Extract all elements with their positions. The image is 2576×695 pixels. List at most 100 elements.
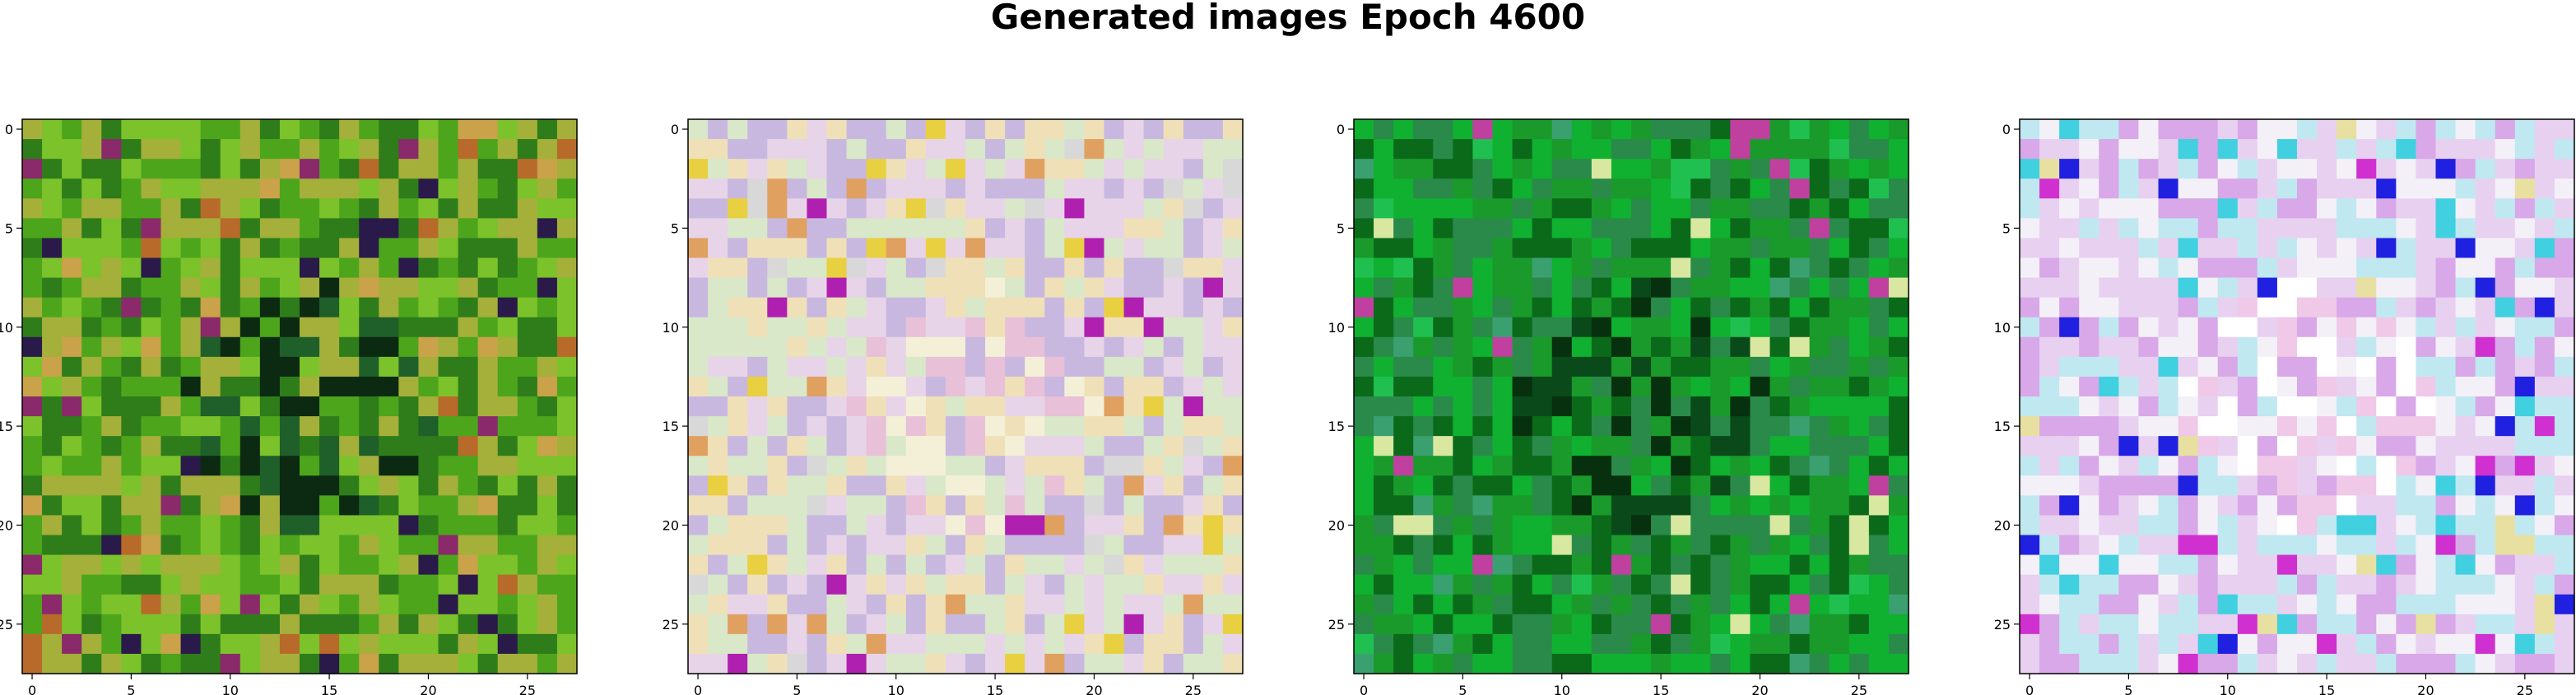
pixel (458, 396, 479, 417)
pixel (1512, 475, 1533, 496)
pixel (945, 119, 966, 140)
pixel (1433, 594, 1453, 615)
pixel (1005, 159, 1025, 179)
pixel (1025, 495, 1045, 517)
pixel (2059, 396, 2080, 417)
pixel (239, 475, 261, 496)
pixel (2197, 416, 2219, 437)
pixel (259, 238, 281, 259)
pixel (1025, 218, 1045, 239)
pixel (2435, 119, 2457, 140)
pixel (1183, 297, 1204, 318)
pixel (2178, 198, 2199, 219)
pixel (160, 356, 182, 378)
pixel (2039, 178, 2060, 199)
pixel (1123, 614, 1145, 635)
pixel (886, 178, 907, 199)
pixel (728, 436, 748, 456)
pixel (300, 436, 320, 456)
pixel (787, 178, 808, 199)
pixel (1084, 475, 1105, 496)
pixel (1551, 356, 1573, 378)
pixel (1374, 297, 1394, 318)
pixel (1532, 336, 1553, 358)
pixel (1123, 574, 1145, 595)
y-tick-label: 10 (1328, 320, 1345, 336)
pixel (688, 139, 709, 160)
pixel (1005, 376, 1025, 397)
pixel (1393, 475, 1414, 496)
pixel (1848, 317, 1870, 338)
pixel (379, 475, 399, 496)
pixel (121, 396, 142, 417)
pixel (688, 436, 709, 456)
pixel (2079, 653, 2099, 674)
pixel (846, 218, 867, 239)
pixel (2276, 456, 2298, 476)
pixel (2435, 554, 2457, 576)
pixel (259, 336, 281, 358)
pixel (1651, 198, 1672, 219)
pixel (728, 277, 748, 299)
pixel (259, 475, 281, 496)
pixel (1374, 238, 1394, 259)
pixel (2079, 317, 2099, 338)
pixel (2178, 495, 2199, 517)
pixel (886, 495, 907, 517)
pixel (458, 159, 479, 179)
pixel (339, 159, 360, 179)
pixel (767, 277, 788, 299)
pixel (2099, 416, 2119, 437)
pixel (1044, 356, 1065, 378)
pixel (200, 356, 221, 378)
pixel (708, 257, 728, 279)
pixel (339, 456, 360, 476)
pixel (1532, 356, 1553, 378)
pixel (556, 356, 578, 378)
pixel (787, 257, 808, 279)
pixel (886, 653, 907, 674)
pixel (220, 376, 241, 397)
pixel (180, 614, 202, 635)
pixel (1044, 574, 1065, 595)
pixel (1512, 139, 1533, 160)
pixel (1532, 535, 1553, 556)
pixel (886, 277, 907, 299)
pixel (1551, 178, 1573, 199)
pixel (1143, 139, 1165, 160)
pixel (200, 238, 221, 259)
pixel (22, 574, 43, 595)
pixel (2337, 119, 2357, 140)
pixel (1163, 119, 1184, 140)
pixel (497, 574, 518, 595)
pixel (2079, 119, 2099, 140)
pixel (1433, 198, 1453, 219)
pixel (728, 535, 748, 556)
pixel (81, 614, 102, 635)
pixel (239, 238, 261, 259)
pixel (905, 653, 927, 674)
pixel (1374, 396, 1394, 417)
pixel (1183, 257, 1204, 279)
pixel (1183, 633, 1204, 655)
pixel (1472, 594, 1494, 615)
pixel (2435, 159, 2457, 179)
pixel (339, 535, 360, 556)
pixel (1611, 535, 1632, 556)
pixel (438, 297, 459, 318)
pixel (2416, 653, 2437, 674)
pixel (2158, 396, 2179, 417)
pixel (180, 238, 202, 259)
pixel (2197, 159, 2219, 179)
pixel (2237, 554, 2258, 576)
pixel (1354, 574, 1374, 595)
pixel (2020, 535, 2040, 556)
pixel (965, 356, 986, 378)
pixel (22, 119, 43, 140)
pixel (1750, 456, 1771, 476)
pixel (2396, 495, 2417, 517)
pixel (279, 159, 300, 179)
pixel (2475, 376, 2496, 397)
pixel (985, 653, 1006, 674)
pixel (458, 336, 479, 358)
